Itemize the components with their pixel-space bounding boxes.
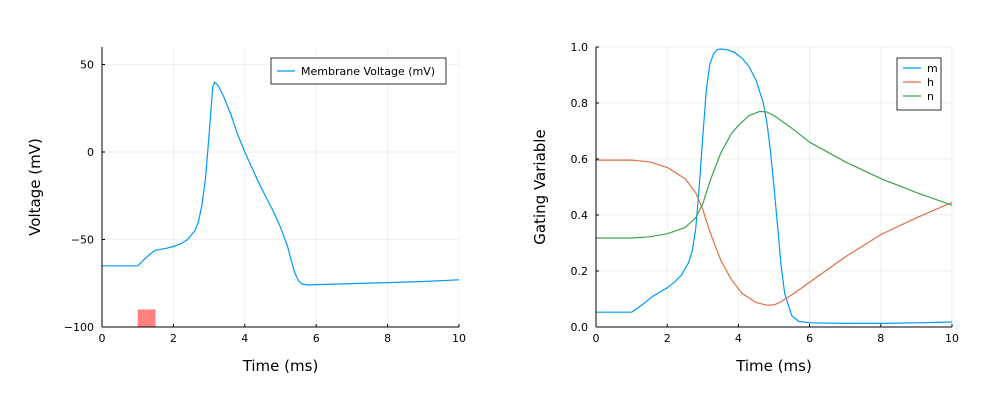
chart-1-legend-box <box>896 57 942 111</box>
chart-1-xtick-label-3: 6 <box>806 332 813 345</box>
chart-1-xtick-label-5: 10 <box>945 332 959 345</box>
chart-1-ytick-label-1: 0.2 <box>571 265 589 278</box>
chart-1-xtick-label-1: 2 <box>664 332 671 345</box>
chart-1-ytick-label-3: 0.6 <box>571 153 589 166</box>
chart-0-ytick-label-0: −100 <box>64 321 94 334</box>
chart-0-series-membrane-voltage-mv <box>102 81 460 286</box>
chart-0-xtick-label-5: 10 <box>452 332 466 345</box>
chart-1-xtick-label-4: 8 <box>877 332 884 345</box>
chart-1-ytick-label-2: 0.4 <box>571 209 589 222</box>
chart-0-ytick-label-1: −50 <box>71 234 94 247</box>
chart-0-legend-label-0: Membrane Voltage (mV) <box>301 65 435 78</box>
chart-1-xlabel: Time (ms) <box>735 357 812 375</box>
chart-1-xtick-label-2: 4 <box>735 332 742 345</box>
chart-0-ylabel: Voltage (mV) <box>26 138 44 236</box>
chart-1-ytick-label-0: 0.0 <box>571 321 589 334</box>
chart-1-xtick-label-0: 0 <box>593 332 600 345</box>
chart-0-xtick-label-3: 6 <box>313 332 320 345</box>
chart-0-xtick-label-1: 2 <box>170 332 177 345</box>
chart-0-stimulus-bar <box>137 309 156 327</box>
gating-panel: 0 2 4 6 8 10 0.0 0.2 0.4 0.6 0.8 1.0 Time (ms) Gating… <box>531 41 959 375</box>
chart-1-series-m <box>596 48 953 324</box>
chart-1-ylabel: Gating Variable <box>531 129 549 244</box>
chart-1-ytick-label-4: 0.8 <box>571 97 589 110</box>
chart-0-ytick-label-3: 50 <box>80 59 94 72</box>
chart-1-legend-label-2: n <box>927 90 934 103</box>
chart-0-xtick-label-0: 0 <box>99 332 106 345</box>
chart-1-legend-label-1: h <box>927 76 934 89</box>
chart-0-xtick-label-4: 8 <box>384 332 391 345</box>
chart-1-ytick-label-5: 1.0 <box>571 41 589 54</box>
chart-0-ytick-label-2: 0 <box>87 146 94 159</box>
chart-0-xtick-label-2: 4 <box>241 332 248 345</box>
chart-1-legend-label-0: m <box>927 62 938 75</box>
chart-0-legend-box <box>270 57 447 85</box>
chart-1-series-h <box>596 159 953 306</box>
chart-0-xlabel: Time (ms) <box>242 357 319 375</box>
voltage-panel: 0 2 4 6 8 10 −100 −50 0 50 Time (ms) Voltage (mV) Me… <box>26 47 466 375</box>
chart-1-series-n <box>596 110 953 239</box>
